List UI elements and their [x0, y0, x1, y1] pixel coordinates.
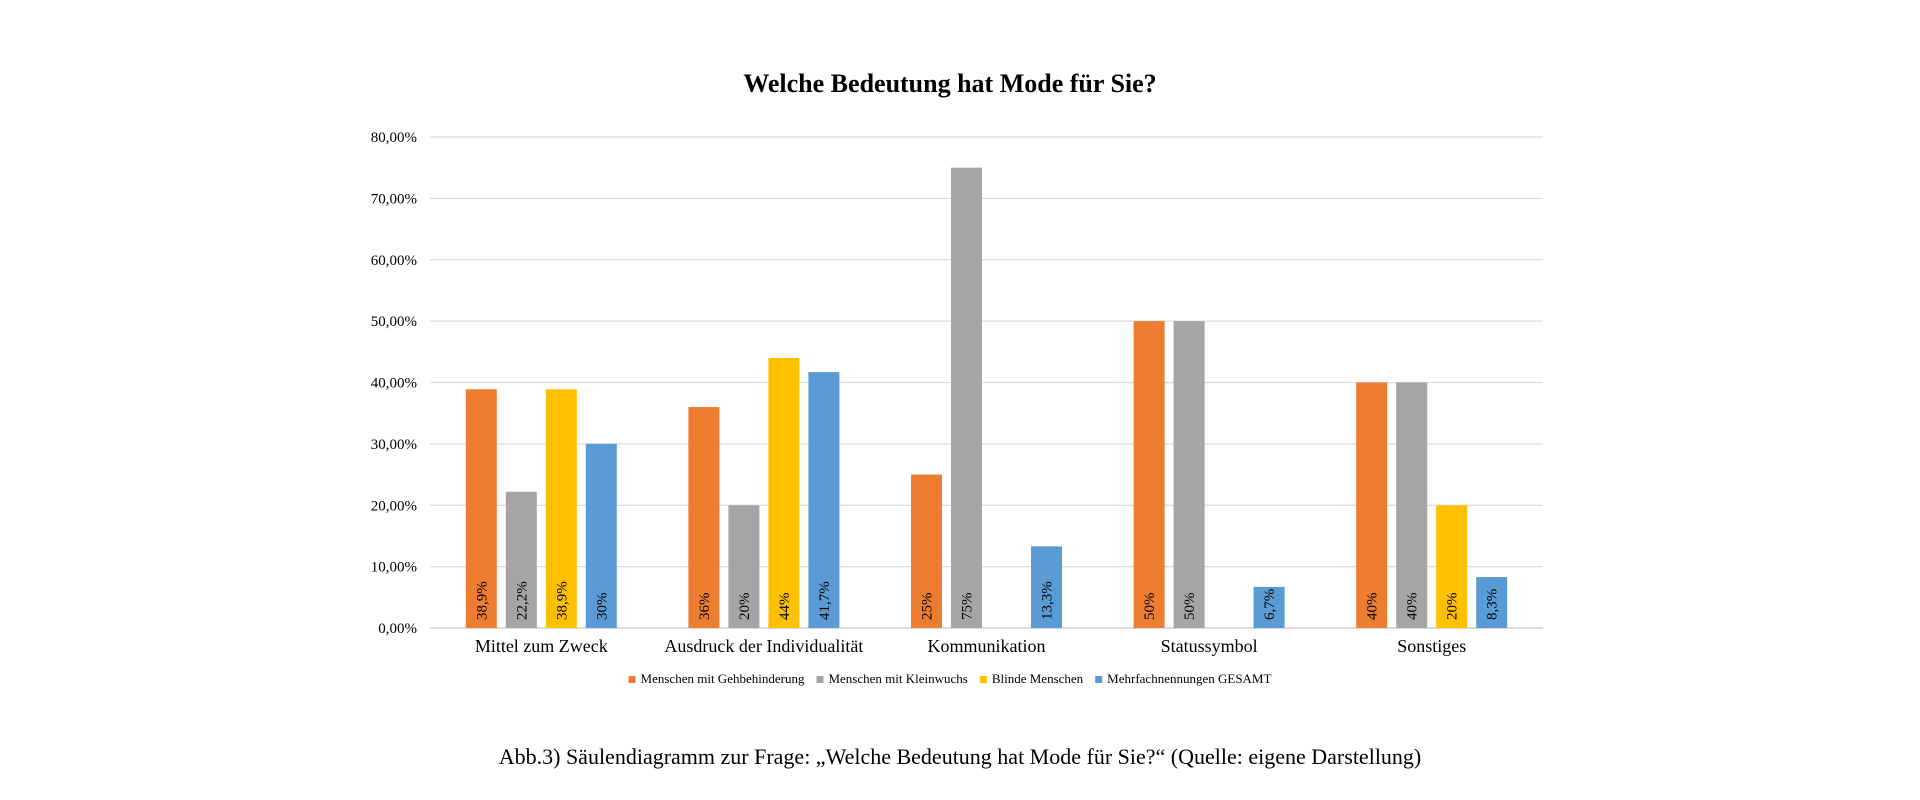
y-tick-label: 40,00%: [371, 376, 417, 392]
y-tick-label: 30,00%: [371, 437, 417, 453]
legend-item: Menschen mit Kleinwuchs: [816, 671, 968, 686]
bar: [505, 491, 537, 628]
bar-value-label: 25%: [920, 593, 936, 621]
category-label: Mittel zum Zweck: [475, 636, 608, 656]
bar: [465, 389, 497, 628]
bar: [1173, 321, 1205, 628]
bar-value-label: 20%: [1445, 593, 1461, 621]
figure-caption: Abb.3) Säulendiagramm zur Frage: „Welche…: [498, 744, 1422, 769]
legend-label: Mehrfachnennungen GESAMT: [1107, 671, 1271, 686]
bar: [585, 443, 617, 628]
bar: [951, 167, 982, 628]
bar-value-label: 41,7%: [817, 581, 833, 620]
bar-value-label: 38,9%: [554, 581, 570, 620]
bar-value-label: 50%: [1182, 593, 1198, 621]
bar: [808, 372, 840, 628]
legend-item: Menschen mit Gehbehinderung: [628, 671, 805, 686]
y-tick-label: 50,00%: [371, 314, 417, 330]
bar-value-label: 50%: [1142, 593, 1158, 621]
bar: [1356, 382, 1388, 628]
legend-swatch: [816, 676, 824, 683]
bar: [1436, 505, 1468, 628]
legend-label: Menschen mit Gehbehinderung: [641, 671, 805, 686]
bar-value-label: 6,7%: [1262, 589, 1278, 620]
legend-label: Blinde Menschen: [992, 671, 1084, 686]
bar-data-labels: 38,9% 22,2% 38,9% 30% 36% 20% 44% 41,7% 25% 75% 13…: [474, 581, 1500, 620]
bars: [465, 167, 1508, 628]
y-tick-label: 0,00%: [378, 621, 417, 637]
bar-value-label: 75%: [960, 593, 976, 621]
bar-value-label: 30%: [594, 593, 610, 621]
bar: [1476, 577, 1508, 628]
category-label: Statussymbol: [1161, 636, 1258, 656]
bar: [688, 407, 720, 628]
y-tick-label: 80,00%: [371, 130, 417, 146]
category-label: Sonstiges: [1397, 636, 1466, 656]
bar-value-label: 40%: [1405, 593, 1421, 621]
bar: [1133, 321, 1165, 628]
bar-value-label: 36%: [697, 593, 713, 621]
legend-swatch: [628, 676, 636, 683]
legend-item: Mehrfachnennungen GESAMT: [1095, 671, 1272, 686]
y-tick-label: 10,00%: [371, 560, 417, 576]
legend: Menschen mit Gehbehinderung Menschen mit …: [628, 671, 1272, 686]
legend-item: Blinde Menschen: [979, 671, 1084, 686]
category-label: Ausdruck der Individualität: [664, 636, 863, 656]
bar: [545, 389, 577, 628]
y-tick-label: 20,00%: [371, 498, 417, 514]
bar: [911, 474, 942, 628]
bar-value-label: 20%: [737, 593, 753, 621]
category-label: Kommunikation: [928, 636, 1046, 656]
bar: [1253, 586, 1285, 628]
bar: [1396, 382, 1428, 628]
bar-value-label: 40%: [1365, 593, 1381, 621]
bar-value-label: 44%: [777, 593, 793, 621]
y-tick-label: 70,00%: [371, 191, 417, 207]
bar-value-label: 8,3%: [1485, 589, 1501, 620]
bar-value-label: 38,9%: [474, 581, 490, 620]
bar-value-label: 22,2%: [514, 581, 530, 620]
chart-title: Welche Bedeutung hat Mode für Sie?: [743, 69, 1156, 98]
y-axis-tick-labels: 0,00% 10,00% 20,00% 30,00% 40,00% 50,00% 60,00…: [371, 130, 417, 637]
y-tick-label: 60,00%: [371, 253, 417, 269]
x-axis-category-labels: Mittel zum Zweck Ausdruck der Individuali…: [475, 636, 1466, 656]
legend-swatch: [1095, 676, 1103, 683]
legend-swatch: [979, 676, 987, 683]
bar-value-label: 13,3%: [1040, 581, 1056, 620]
bar: [768, 357, 800, 628]
bar: [1031, 546, 1062, 628]
bar: [728, 505, 760, 628]
legend-label: Menschen mit Kleinwuchs: [828, 671, 967, 686]
